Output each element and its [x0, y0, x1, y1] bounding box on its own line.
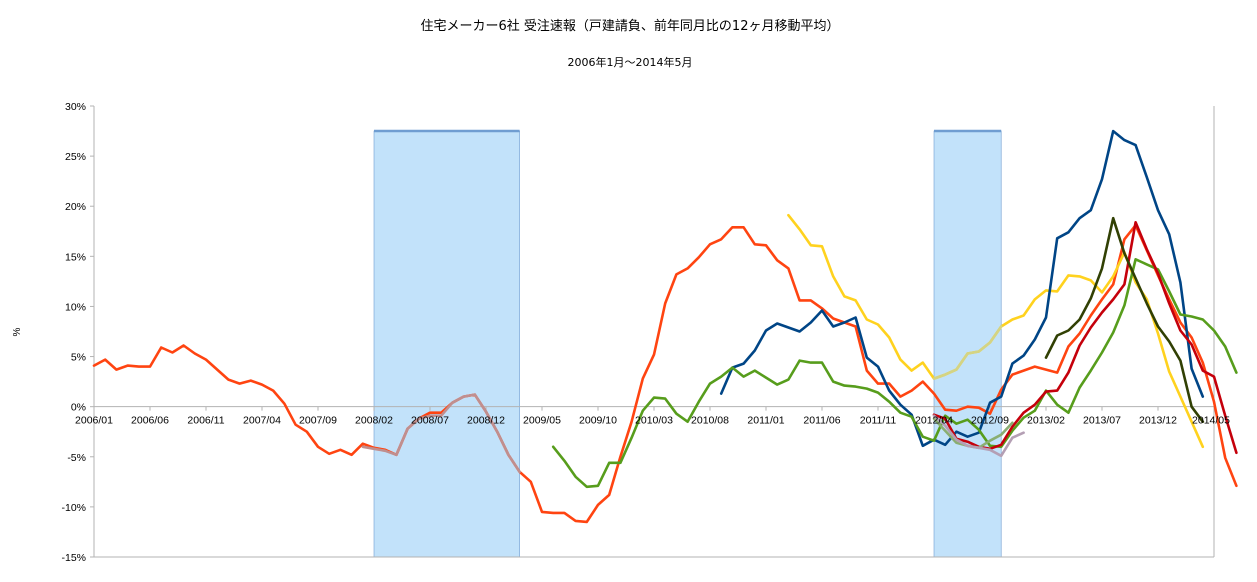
x-tick-label: 2010/08	[691, 415, 729, 427]
x-tick-label: 2008/02	[355, 415, 393, 427]
x-tick-label: 2008/12	[467, 415, 505, 427]
x-tick-label: 2011/11	[860, 415, 897, 427]
x-tick-label: 2011/01	[747, 415, 784, 427]
y-tick-label: 30%	[65, 101, 86, 113]
x-tick-label: 2007/04	[243, 415, 281, 427]
y-tick-label: 10%	[65, 301, 86, 313]
chart-subtitle: 2006年1月～2014年5月	[568, 55, 693, 69]
x-tick-label: 2012/04	[915, 415, 953, 427]
series-line-1	[92, 224, 1238, 524]
x-tick-label: 2009/10	[579, 415, 617, 427]
y-tick-label: -15%	[61, 552, 86, 564]
x-tick-label: 2009/05	[523, 415, 561, 427]
series-line-7	[361, 393, 521, 474]
x-tick-label: 2008/07	[411, 415, 449, 427]
series-line-3	[719, 129, 1205, 448]
tick-labels: 30% 25% 20% 15% 10% 5% 0% -5% -10% -15% 2006/01 200…	[61, 101, 1230, 564]
x-tick-label: 2013/07	[1083, 415, 1121, 427]
x-tick-label: 2013/12	[1139, 415, 1177, 427]
x-tick-label: 2010/03	[635, 415, 673, 427]
x-tick-label: 2013/02	[1027, 415, 1065, 427]
x-tick-label: 2014/05	[1192, 415, 1230, 427]
y-tick-label: 25%	[65, 151, 86, 163]
y-tick-label: 20%	[65, 201, 86, 213]
y-tick-label: -5%	[67, 452, 86, 464]
shaded-region-2	[933, 130, 1002, 558]
series-layer	[92, 129, 1238, 524]
chart-title: 住宅メーカー6社 受注速報（戸建請負、前年同月比の12ヶ月移動平均）	[421, 18, 840, 34]
recession-shading	[373, 129, 1002, 558]
series-line-9	[932, 414, 1025, 458]
x-tick-label: 2011/06	[803, 415, 840, 427]
x-tick-label: 2006/11	[187, 415, 224, 427]
x-tick-label: 2012/09	[971, 415, 1009, 427]
y-axis-label: %	[12, 327, 23, 336]
x-tick-label: 2007/09	[299, 415, 337, 427]
series-line-4	[551, 257, 1238, 489]
x-tick-label: 2006/01	[75, 415, 113, 427]
y-tick-label: 0%	[71, 402, 86, 414]
x-tick-label: 2006/06	[131, 415, 169, 427]
y-tick-label: 15%	[65, 251, 86, 263]
shaded-region-1	[373, 130, 520, 558]
y-tick-label: 5%	[71, 352, 86, 364]
series-line-10	[932, 325, 1003, 380]
y-tick-label: -10%	[61, 502, 86, 514]
series-line-6	[1044, 216, 1205, 424]
axes	[90, 105, 1215, 558]
